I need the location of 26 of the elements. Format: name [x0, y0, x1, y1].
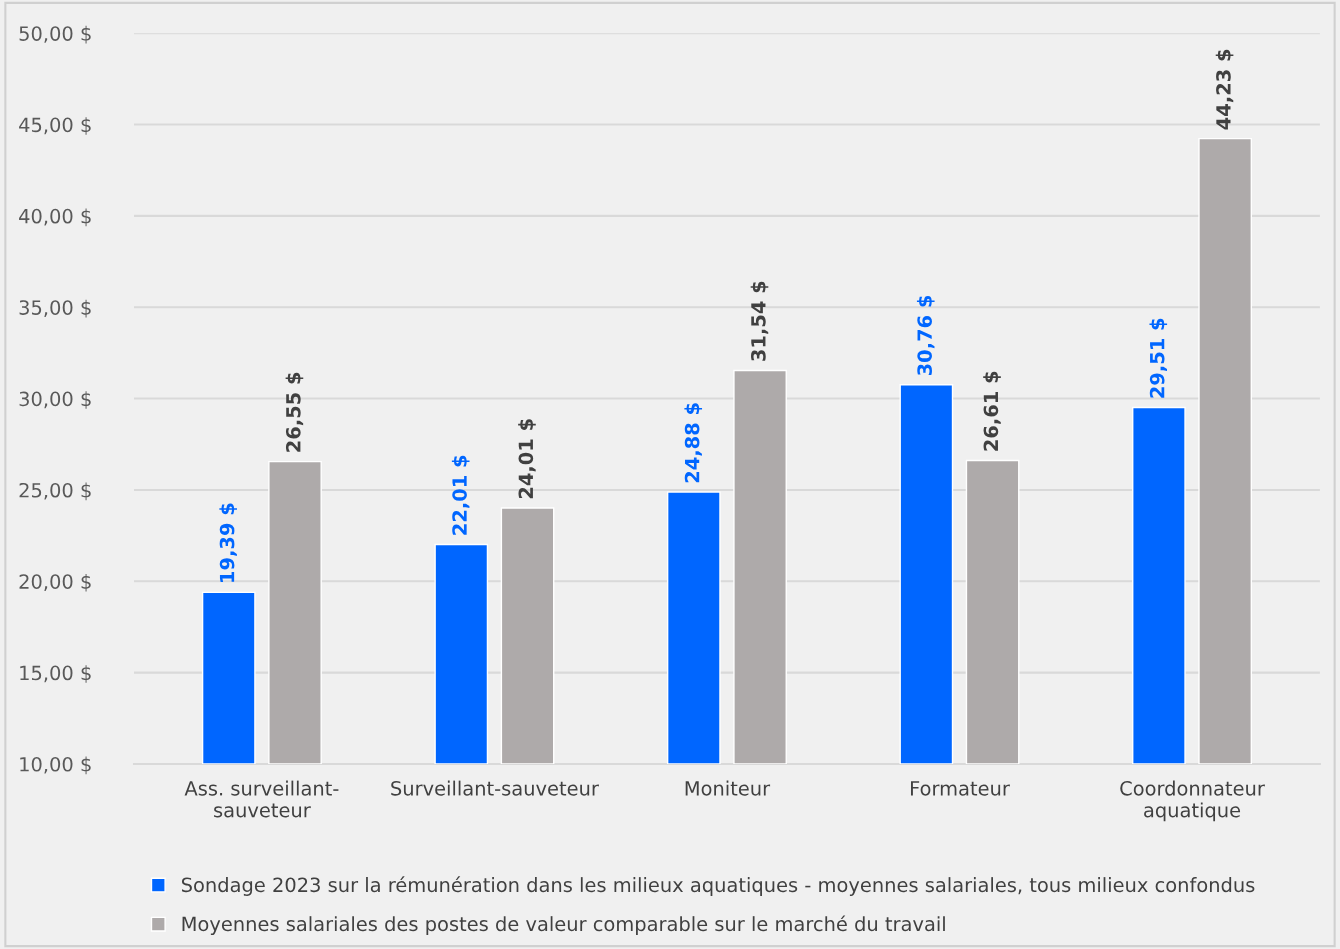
y-tick-label: 20,00 $	[19, 573, 91, 592]
x-tick-label: Surveillant-sauveteur	[391, 780, 599, 796]
y-tick-label: 40,00 $	[19, 208, 91, 227]
data-label: 26,61 $	[983, 371, 1001, 451]
data-label: 19,39 $	[219, 503, 237, 582]
y-tick-label: 35,00 $	[19, 299, 91, 318]
legend-label: Moyennes salariales des postes de valeur comparable sur le marché du travail	[182, 915, 945, 935]
y-tick-label: 45,00 $	[19, 117, 91, 135]
data-label: 31,54 $	[750, 281, 769, 361]
y-tick-label: 30,00 $	[19, 391, 91, 409]
legend-label: Sondage 2023 sur la rémunération dans les milieux aquatiques - moyennes salariales, tous milieux confondus	[181, 876, 1255, 896]
data-label: 22,01 $	[451, 455, 470, 535]
y-tick-label: 10,00 $	[20, 756, 91, 775]
data-label: 24,01 $	[518, 419, 536, 499]
y-tick-label: 50,00 $	[19, 25, 91, 44]
x-tick-label: Ass. surveillant- sauveteur	[184, 780, 339, 818]
data-label: 44,23 $	[1215, 49, 1234, 130]
y-tick-label: 25,00 $	[19, 482, 91, 501]
data-label: 24,88 $	[684, 403, 703, 483]
y-tick-label: 15,00 $	[20, 665, 91, 683]
data-label: 30,76 $	[916, 295, 935, 376]
data-label: 26,55 $	[285, 372, 304, 452]
x-tick-label: Formateur	[910, 781, 1010, 796]
x-tick-label: Coordonnateur aquatique	[1120, 780, 1265, 822]
data-label: 29,51 $	[1149, 318, 1168, 398]
x-tick-label: Moniteur	[685, 780, 771, 796]
